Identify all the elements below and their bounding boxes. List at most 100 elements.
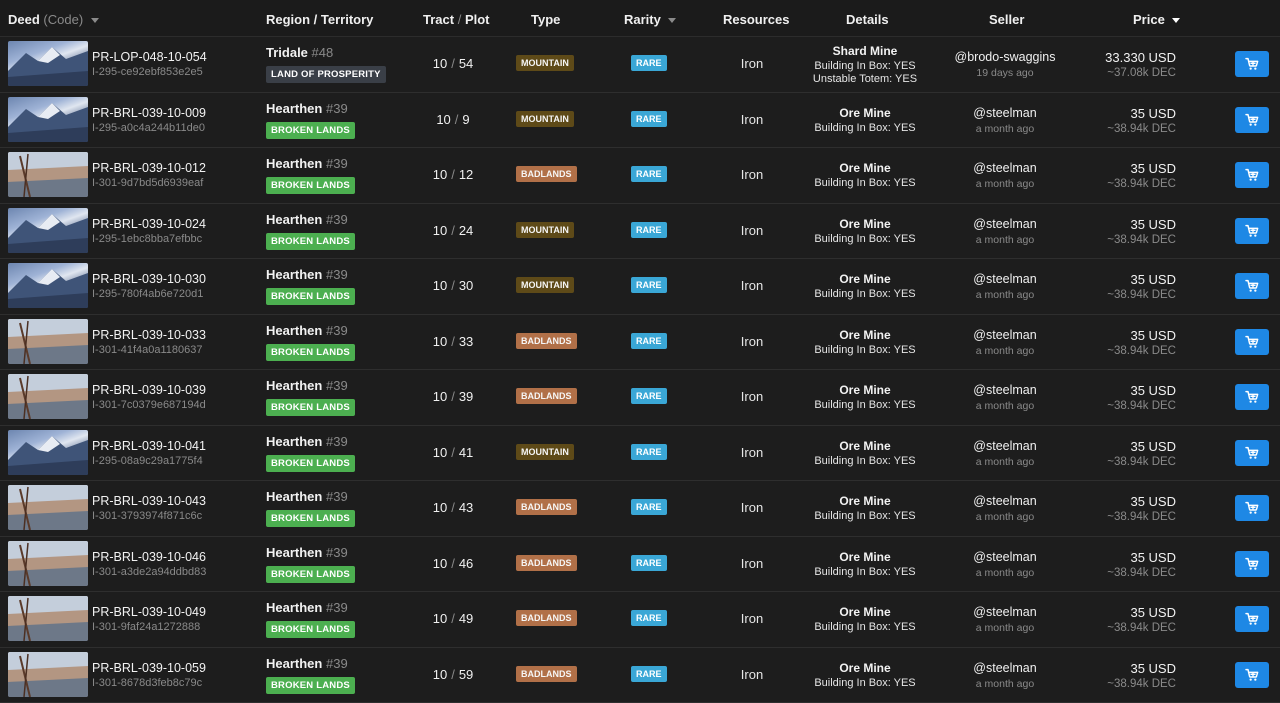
column-price[interactable]: Price bbox=[1133, 12, 1180, 27]
tract-separator: / bbox=[447, 500, 459, 515]
region-label: Hearthen bbox=[266, 323, 322, 338]
table-row[interactable]: PR-BRL-039-10-059 I-301-8678d3feb8c79c H… bbox=[0, 648, 1280, 703]
region-number: #39 bbox=[326, 656, 348, 671]
table-row[interactable]: PR-BRL-039-10-009 I-295-a0c4a244b11de0 H… bbox=[0, 93, 1280, 149]
deed-uid: I-295-08a9c29a1775f4 bbox=[92, 455, 203, 467]
listed-ago: a month ago bbox=[945, 622, 1065, 634]
column-seller[interactable]: Seller bbox=[989, 12, 1024, 27]
column-resources[interactable]: Resources bbox=[723, 12, 789, 27]
rarity-badge: RARE bbox=[631, 333, 667, 349]
price-usd: 35 USD bbox=[1080, 550, 1176, 565]
deed-code[interactable]: PR-BRL-039-10-024 bbox=[92, 217, 206, 231]
region-label: Hearthen bbox=[266, 101, 322, 116]
resource: Iron bbox=[722, 223, 782, 238]
column-region[interactable]: Region / Territory bbox=[266, 12, 373, 27]
price-dec: ~38.94k DEC bbox=[1080, 567, 1176, 579]
region-number: #39 bbox=[326, 101, 348, 116]
buy-button[interactable] bbox=[1235, 551, 1269, 577]
column-tract-label: Tract bbox=[423, 12, 454, 27]
buy-button[interactable] bbox=[1235, 162, 1269, 188]
table-row[interactable]: PR-BRL-039-10-024 I-295-1ebc8bba7efbbc H… bbox=[0, 204, 1280, 260]
table-row[interactable]: PR-BRL-039-10-012 I-301-9d7bd5d6939eaf H… bbox=[0, 148, 1280, 204]
buy-button[interactable] bbox=[1235, 495, 1269, 521]
column-deed[interactable]: Deed (Code) bbox=[8, 12, 99, 27]
tract-plot: 10/33 bbox=[400, 334, 506, 349]
buy-button[interactable] bbox=[1235, 107, 1269, 133]
deed-thumbnail bbox=[8, 596, 88, 641]
buy-button[interactable] bbox=[1235, 606, 1269, 632]
deed-code[interactable]: PR-BRL-039-10-030 bbox=[92, 272, 206, 286]
cart-icon bbox=[1244, 556, 1260, 572]
seller-name[interactable]: @steelman bbox=[945, 550, 1065, 564]
region-name: Hearthen #39 bbox=[266, 267, 348, 282]
tract-plot: 10/12 bbox=[400, 167, 506, 182]
seller-name[interactable]: @steelman bbox=[945, 161, 1065, 175]
price-dec: ~38.94k DEC bbox=[1080, 289, 1176, 301]
seller-name[interactable]: @steelman bbox=[945, 106, 1065, 120]
table-row[interactable]: PR-BRL-039-10-033 I-301-41f4a0a1180637 H… bbox=[0, 315, 1280, 371]
tract-value: 10 bbox=[433, 223, 447, 238]
column-plot-label: Plot bbox=[465, 12, 490, 27]
cart-icon bbox=[1244, 611, 1260, 627]
cart-icon bbox=[1244, 389, 1260, 405]
table-row[interactable]: PR-BRL-039-10-043 I-301-3793974f871c6c H… bbox=[0, 481, 1280, 537]
region-name: Hearthen #39 bbox=[266, 656, 348, 671]
table-row[interactable]: PR-BRL-039-10-030 I-295-780f4ab6e720d1 H… bbox=[0, 259, 1280, 315]
deed-code[interactable]: PR-BRL-039-10-059 bbox=[92, 661, 206, 675]
seller-name[interactable]: @steelman bbox=[945, 217, 1065, 231]
deed-code[interactable]: PR-BRL-039-10-009 bbox=[92, 106, 206, 120]
rarity-badge: RARE bbox=[631, 555, 667, 571]
deed-code[interactable]: PR-LOP-048-10-054 bbox=[92, 50, 207, 64]
deed-code[interactable]: PR-BRL-039-10-043 bbox=[92, 494, 206, 508]
detail-title: Ore Mine bbox=[800, 328, 930, 342]
column-details[interactable]: Details bbox=[846, 12, 889, 27]
detail-line: Building In Box: YES bbox=[790, 60, 940, 72]
column-type[interactable]: Type bbox=[531, 12, 560, 27]
seller-name[interactable]: @steelman bbox=[945, 494, 1065, 508]
table-row[interactable]: PR-BRL-039-10-049 I-301-9faf24a1272888 H… bbox=[0, 592, 1280, 648]
rarity-badge: RARE bbox=[631, 499, 667, 515]
detail-line: Building In Box: YES bbox=[790, 288, 940, 300]
deed-code[interactable]: PR-BRL-039-10-039 bbox=[92, 383, 206, 397]
buy-button[interactable] bbox=[1235, 440, 1269, 466]
seller-name[interactable]: @steelman bbox=[945, 605, 1065, 619]
buy-button[interactable] bbox=[1235, 662, 1269, 688]
column-tract-plot[interactable]: Tract / Plot bbox=[423, 12, 490, 27]
rarity-badge: RARE bbox=[631, 444, 667, 460]
deed-code[interactable]: PR-BRL-039-10-046 bbox=[92, 550, 206, 564]
table-row[interactable]: PR-BRL-039-10-041 I-295-08a9c29a1775f4 H… bbox=[0, 426, 1280, 482]
table-row[interactable]: PR-LOP-048-10-054 I-295-ce92ebf853e2e5 T… bbox=[0, 37, 1280, 93]
buy-button[interactable] bbox=[1235, 384, 1269, 410]
seller-name[interactable]: @steelman bbox=[945, 439, 1065, 453]
detail-title: Shard Mine bbox=[800, 44, 930, 58]
seller-name[interactable]: @steelman bbox=[945, 383, 1065, 397]
deed-code[interactable]: PR-BRL-039-10-049 bbox=[92, 605, 206, 619]
buy-button[interactable] bbox=[1235, 51, 1269, 77]
buy-button[interactable] bbox=[1235, 329, 1269, 355]
buy-button[interactable] bbox=[1235, 218, 1269, 244]
rarity-badge: RARE bbox=[631, 277, 667, 293]
seller-name[interactable]: @steelman bbox=[945, 328, 1065, 342]
price-usd: 35 USD bbox=[1080, 161, 1176, 176]
listed-ago: a month ago bbox=[945, 345, 1065, 357]
type-badge: MOUNTAIN bbox=[516, 277, 574, 293]
deed-code[interactable]: PR-BRL-039-10-033 bbox=[92, 328, 206, 342]
tract-separator: / bbox=[447, 667, 459, 682]
price-dec: ~37.08k DEC bbox=[1080, 67, 1176, 79]
seller-name[interactable]: @steelman bbox=[945, 272, 1065, 286]
cart-icon bbox=[1244, 112, 1260, 128]
column-rarity[interactable]: Rarity bbox=[624, 12, 676, 27]
deed-uid: I-301-41f4a0a1180637 bbox=[92, 344, 203, 356]
deed-code[interactable]: PR-BRL-039-10-041 bbox=[92, 439, 206, 453]
seller-name[interactable]: @steelman bbox=[945, 661, 1065, 675]
column-tract-separator: / bbox=[458, 12, 462, 27]
seller-name[interactable]: @brodo-swaggins bbox=[945, 50, 1065, 64]
deed-code[interactable]: PR-BRL-039-10-012 bbox=[92, 161, 206, 175]
tract-value: 10 bbox=[433, 334, 447, 349]
resource: Iron bbox=[722, 112, 782, 127]
buy-button[interactable] bbox=[1235, 273, 1269, 299]
detail-title: Ore Mine bbox=[800, 661, 930, 675]
table-row[interactable]: PR-BRL-039-10-039 I-301-7c0379e687194d H… bbox=[0, 370, 1280, 426]
table-row[interactable]: PR-BRL-039-10-046 I-301-a3de2a94ddbd83 H… bbox=[0, 537, 1280, 593]
price-usd: 35 USD bbox=[1080, 383, 1176, 398]
